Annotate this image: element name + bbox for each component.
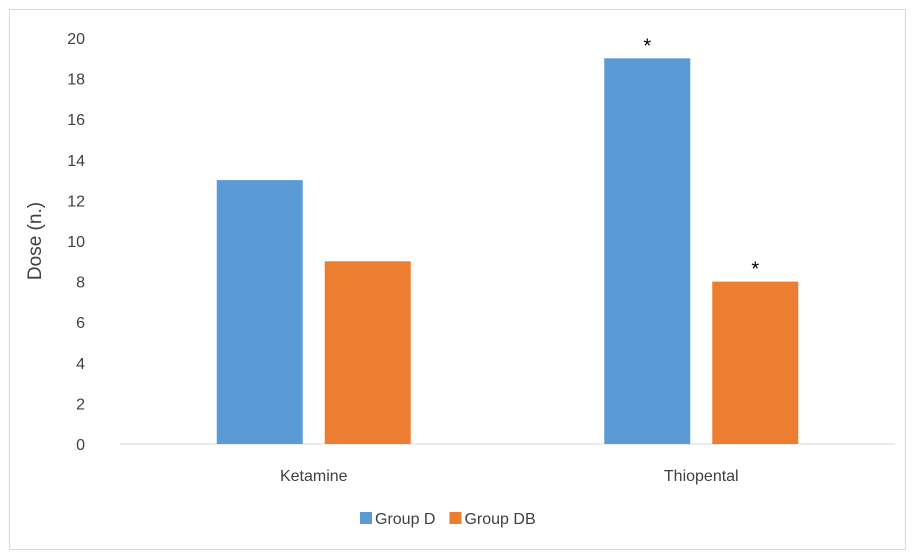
x-category-label: Thiopental: [664, 468, 739, 485]
significance-marker: *: [643, 35, 651, 57]
y-tick-label: 4: [76, 356, 85, 373]
bar: [216, 180, 303, 444]
y-tick-label: 16: [67, 112, 85, 129]
y-tick-label: 10: [67, 234, 85, 251]
chart-frame: [9, 9, 906, 550]
x-category-label: Ketamine: [280, 468, 348, 485]
y-tick-label: 20: [67, 31, 85, 48]
legend-label: Group DB: [464, 511, 535, 528]
y-tick-label: 0: [76, 437, 85, 454]
bars: [216, 58, 799, 445]
y-axis-tick-labels: 0 2 4 6 8 10 12 14 16 18 20: [67, 31, 85, 454]
bar-annotations: **: [643, 35, 759, 280]
legend-label: Group D: [375, 511, 435, 528]
bar: [712, 281, 799, 444]
y-tick-label: 2: [76, 396, 85, 413]
significance-marker: *: [751, 259, 759, 281]
bar: [324, 261, 411, 444]
legend-swatch: [360, 512, 372, 524]
x-axis-category-labels: Ketamine Thiopental: [280, 468, 739, 485]
y-tick-label: 8: [76, 275, 85, 292]
y-tick-label: 6: [76, 315, 85, 332]
y-axis-label: Dose (n.): [25, 202, 46, 280]
y-tick-label: 12: [67, 193, 85, 210]
legend: Group D Group DB: [360, 511, 536, 528]
y-tick-label: 18: [67, 72, 85, 89]
legend-swatch: [449, 512, 462, 524]
y-tick-label: 14: [67, 153, 85, 170]
bar: [604, 58, 691, 445]
